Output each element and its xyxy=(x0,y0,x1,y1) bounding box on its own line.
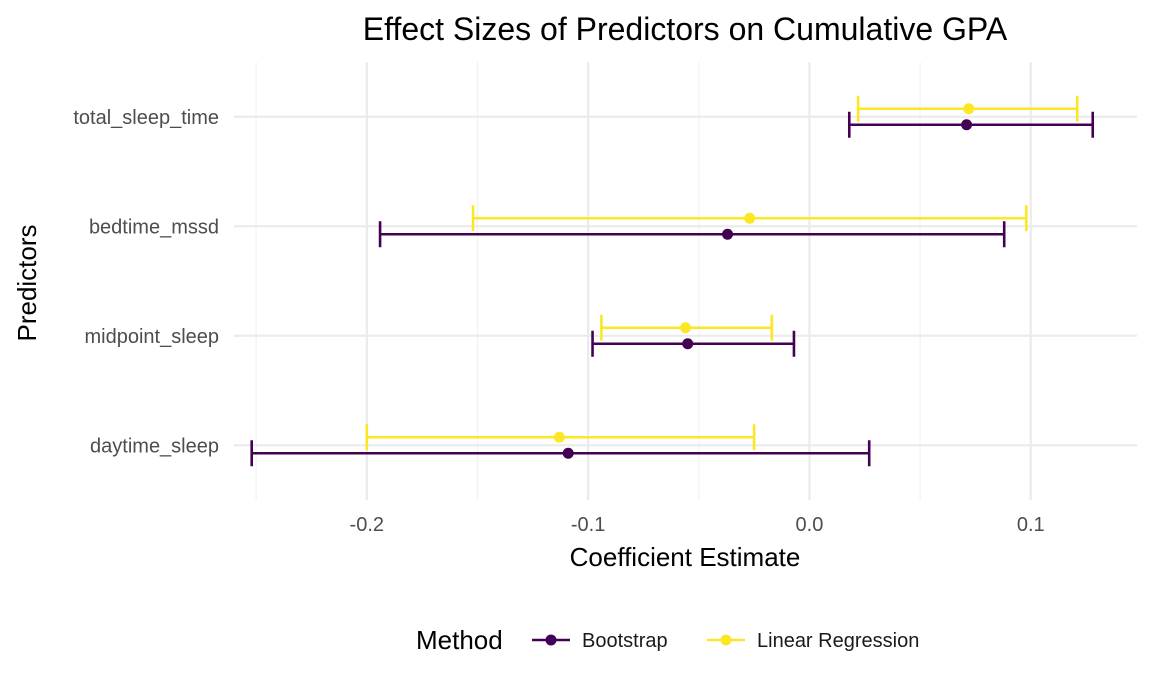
y-tick-label: daytime_sleep xyxy=(90,435,219,457)
legend-label: Linear Regression xyxy=(757,630,919,652)
estimate-point xyxy=(553,431,565,443)
data-series xyxy=(250,95,1095,467)
legend-title: Method xyxy=(416,625,503,655)
chart-title: Effect Sizes of Predictors on Cumulative… xyxy=(363,11,1008,47)
y-axis-title: Predictors xyxy=(12,224,42,341)
y-axis: total_sleep_time bedtime_mssd midpoint_sle… xyxy=(73,107,219,458)
legend-label: Bootstrap xyxy=(582,630,668,652)
x-tick-label: 0.1 xyxy=(1017,514,1045,536)
estimate-point xyxy=(744,212,756,224)
estimate-point xyxy=(961,119,973,131)
x-axis-title: Coefficient Estimate xyxy=(570,542,801,572)
estimate-point xyxy=(963,103,975,115)
legend-items: Bootstrap Linear Regression xyxy=(532,630,919,652)
x-tick-label: -0.1 xyxy=(571,514,605,536)
estimate-point xyxy=(680,322,691,334)
y-tick-label: bedtime_mssd xyxy=(89,216,219,238)
estimate-point xyxy=(722,228,734,240)
y-tick-label: total_sleep_time xyxy=(73,107,219,129)
estimate-point xyxy=(682,338,694,350)
legend-item: Linear Regression xyxy=(707,630,919,652)
x-tick-label: -0.2 xyxy=(350,514,384,536)
legend-key-point xyxy=(720,634,732,646)
legend: Method Bootstrap Linear Regression xyxy=(416,625,919,655)
legend-key-point xyxy=(545,634,557,646)
x-axis: -0.2 -0.1 0.0 0.1 xyxy=(350,514,1045,536)
legend-item: Bootstrap xyxy=(532,630,668,652)
series-bootstrap xyxy=(250,111,1095,467)
y-tick-label: midpoint_sleep xyxy=(84,326,219,348)
grid xyxy=(234,62,1137,500)
estimate-point xyxy=(562,447,574,459)
series-linear-regression xyxy=(365,95,1079,451)
x-tick-label: 0.0 xyxy=(796,514,824,536)
